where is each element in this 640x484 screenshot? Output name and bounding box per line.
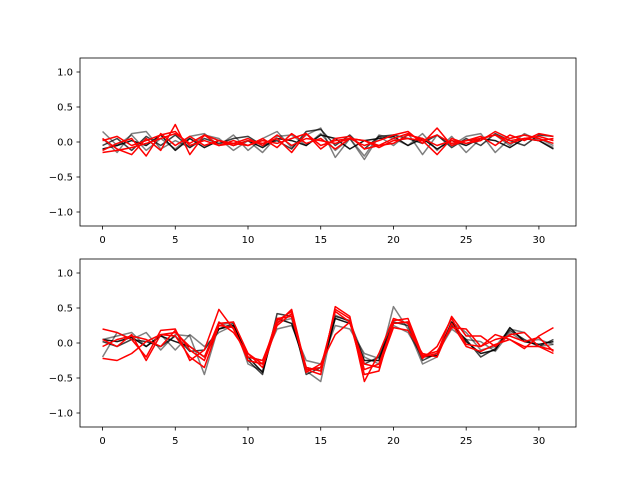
bottom-x-tick-label: 20 xyxy=(387,436,400,447)
top-y-tick-label: −1.0 xyxy=(49,208,73,219)
bottom-y-tick-label: −1.0 xyxy=(49,409,73,420)
top-series-group xyxy=(102,123,554,161)
bottom-y-tick-label: 0.5 xyxy=(57,304,73,315)
top-series-line-8 xyxy=(102,132,554,154)
top-subplot: 0 5 10 15 20 25 30 −1.0 −0.5 0.0 0.5 1.0 xyxy=(49,57,577,247)
bottom-ticks-group: 0 5 10 15 20 25 30 −1.0 −0.5 0.0 0.5 1.0 xyxy=(49,269,546,448)
top-y-tick-label: −0.5 xyxy=(49,173,73,184)
bottom-y-tick-label: 0.0 xyxy=(57,339,73,350)
bottom-x-tick-label: 25 xyxy=(460,436,473,447)
top-axes-frame xyxy=(79,57,577,227)
bottom-x-tick-label: 30 xyxy=(533,436,546,447)
bottom-y-tick-label: 1.0 xyxy=(57,269,73,280)
top-y-tick-label: 1.0 xyxy=(57,68,73,79)
bottom-series-line-6 xyxy=(102,310,554,374)
bottom-subplot: 0 5 10 15 20 25 30 −1.0 −0.5 0.0 0.5 1.0 xyxy=(49,258,577,448)
top-x-tick-label: 10 xyxy=(242,235,255,246)
top-ticks-group: 0 5 10 15 20 25 30 −1.0 −0.5 0.0 0.5 1.0 xyxy=(49,68,546,247)
top-x-tick-label: 0 xyxy=(99,235,105,246)
bottom-axes-frame xyxy=(79,258,577,428)
bottom-series-line-8 xyxy=(102,310,554,376)
bottom-x-tick-label: 5 xyxy=(172,436,178,447)
top-x-tick-label: 20 xyxy=(387,235,400,246)
bottom-x-tick-label: 10 xyxy=(242,436,255,447)
top-y-tick-label: 0.5 xyxy=(57,103,73,114)
top-x-tick-label: 25 xyxy=(460,235,473,246)
bottom-x-tick-label: 0 xyxy=(99,436,105,447)
top-x-tick-label: 15 xyxy=(314,235,327,246)
top-y-tick-label: 0.0 xyxy=(57,138,73,149)
bottom-x-tick-label: 15 xyxy=(314,436,327,447)
top-x-tick-label: 5 xyxy=(172,235,178,246)
bottom-series-group xyxy=(101,305,554,383)
bottom-y-tick-label: −0.5 xyxy=(49,374,73,385)
bottom-series-line-4 xyxy=(102,317,554,374)
top-x-tick-label: 30 xyxy=(533,235,546,246)
